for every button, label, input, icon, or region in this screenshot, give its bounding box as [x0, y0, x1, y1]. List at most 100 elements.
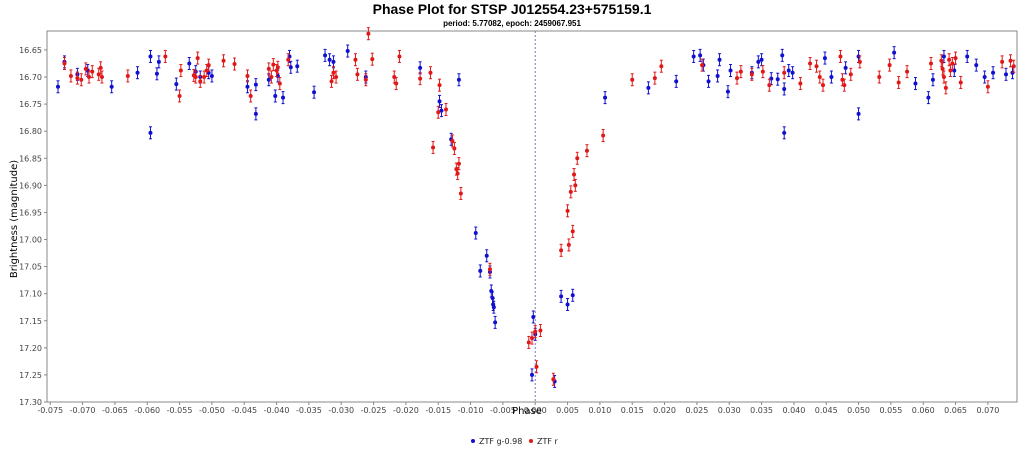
point-marker	[808, 61, 813, 66]
point-marker	[1011, 64, 1016, 69]
x-tick-label: 0.045	[815, 406, 838, 415]
data-point-ztf-r	[248, 89, 253, 103]
y-axis-label: Brightness (magnitude)	[9, 160, 20, 278]
data-point-ztf-r	[896, 75, 901, 89]
data-point-ztf-r	[87, 70, 92, 84]
point-marker	[484, 253, 489, 258]
point-marker	[493, 320, 498, 325]
point-marker	[90, 69, 95, 74]
data-point-ztf-g	[484, 249, 489, 263]
data-point-ztf-g	[759, 53, 764, 67]
point-marker	[775, 77, 780, 82]
data-point-ztf-r	[266, 62, 271, 76]
x-tick-label: 0.025	[685, 406, 708, 415]
point-marker	[769, 76, 774, 81]
data-point-ztf-r	[551, 372, 556, 386]
point-marker	[418, 76, 423, 81]
point-marker	[355, 72, 360, 77]
point-marker	[534, 364, 539, 369]
point-marker	[1004, 72, 1009, 77]
point-marker	[394, 81, 399, 86]
data-point-ztf-g	[706, 74, 711, 88]
point-marker	[353, 57, 358, 62]
point-marker	[83, 66, 88, 71]
data-point-ztf-g	[717, 53, 722, 67]
x-tick-label: -0.055	[167, 406, 193, 415]
data-point-ztf-r	[559, 243, 564, 257]
data-point-ztf-g	[312, 85, 317, 99]
data-point-ztf-r	[533, 325, 538, 339]
data-point-ztf-r	[601, 129, 606, 143]
data-point-ztf-r	[573, 178, 578, 192]
data-point-ztf-g	[55, 80, 60, 94]
y-axis: 16.65 16.70 16.75 16.80 16.85 16.90 16.95 17.00…	[19, 46, 47, 407]
point-marker	[79, 77, 84, 82]
point-marker	[941, 54, 946, 59]
point-marker	[717, 57, 722, 62]
data-point-ztf-r	[331, 66, 336, 80]
point-marker	[715, 73, 720, 78]
point-marker	[530, 336, 534, 341]
point-marker	[455, 171, 460, 176]
point-marker	[431, 145, 436, 150]
x-tick-label: -0.035	[296, 406, 322, 415]
x-tick-label: 0.070	[976, 406, 999, 415]
y-tick-label: 16.70	[19, 73, 42, 82]
point-marker	[533, 329, 538, 334]
point-marker	[418, 65, 423, 70]
data-point-ztf-r	[99, 70, 104, 84]
point-marker	[366, 31, 371, 36]
data-point-ztf-g	[786, 64, 791, 78]
y-tick-label: 16.90	[19, 181, 42, 190]
point-marker	[698, 53, 703, 58]
point-marker	[756, 59, 761, 64]
point-marker	[939, 58, 944, 63]
data-point-ztf-r	[443, 103, 448, 117]
data-point-ztf-g	[991, 66, 996, 80]
point-marker	[838, 54, 843, 59]
data-point-ztf-g	[174, 77, 179, 91]
data-point-ztf-g	[829, 70, 834, 84]
data-point-ztf-g	[478, 264, 483, 278]
point-marker	[630, 77, 635, 82]
point-marker	[943, 85, 948, 90]
point-marker	[782, 86, 787, 91]
legend-marker-ztf-r	[529, 439, 533, 443]
data-point-ztf-r	[363, 73, 368, 87]
data-point-ztf-g	[154, 67, 159, 81]
point-marker	[691, 54, 696, 59]
point-marker	[950, 61, 955, 66]
point-marker	[266, 66, 271, 71]
point-marker	[575, 156, 580, 161]
data-point-ztf-g	[715, 69, 720, 83]
data-point-ztf-g	[698, 48, 703, 62]
x-tick-label: 0.030	[718, 406, 741, 415]
point-marker	[436, 110, 441, 115]
point-marker	[790, 70, 795, 75]
data-point-ztf-r	[905, 65, 910, 79]
legend-label-ztf-g: ZTF g-0.98	[479, 437, 522, 446]
point-marker	[271, 62, 276, 67]
point-marker	[965, 54, 970, 59]
data-point-ztf-r	[782, 66, 787, 80]
data-point-ztf-r	[195, 51, 200, 65]
data-point-ztf-r	[392, 70, 397, 84]
data-point-ztf-g	[109, 80, 114, 94]
point-marker	[700, 63, 705, 68]
point-marker	[473, 231, 478, 236]
data-point-ztf-g	[782, 126, 787, 140]
data-point-ztf-r	[814, 59, 819, 73]
data-point-ztf-g	[822, 51, 827, 65]
point-marker	[526, 340, 531, 345]
data-point-ztf-g	[439, 104, 444, 118]
data-point-ztf-g	[295, 59, 300, 73]
point-marker	[985, 84, 990, 89]
data-point-ztf-g	[892, 46, 897, 60]
x-tick-label: -0.015	[425, 406, 451, 415]
point-marker	[856, 111, 861, 116]
point-marker	[566, 242, 571, 247]
data-point-ztf-r	[193, 70, 198, 84]
point-marker	[572, 172, 577, 177]
data-point-ztf-g	[756, 55, 761, 69]
data-point-ztf-r	[245, 69, 250, 83]
